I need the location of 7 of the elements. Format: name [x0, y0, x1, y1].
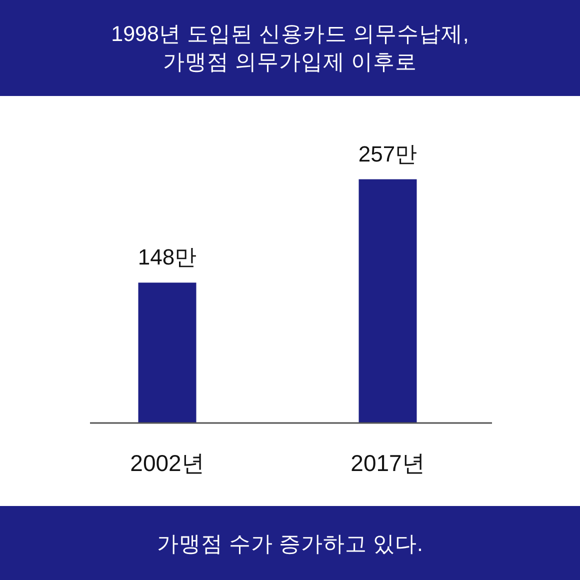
category-label: 2017년	[350, 450, 425, 476]
annotation: 가맹점 수가 증가하고 있다.	[157, 532, 423, 556]
title-line: 가맹점 의무가입제 이후로	[163, 50, 417, 74]
value-label: 148만	[138, 244, 197, 270]
value-label: 257만	[358, 141, 418, 166]
title-line: 1998년 도입된 신용카드 의무수납제,	[111, 22, 469, 46]
category-label: 2002년	[130, 450, 204, 476]
